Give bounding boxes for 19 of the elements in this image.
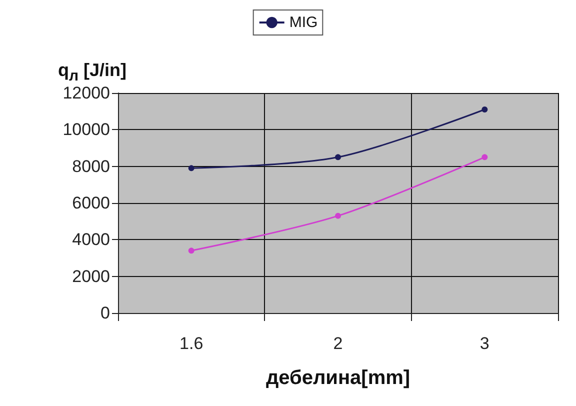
y-axis-title: q$_{л}$ [J/in] <box>58 60 127 85</box>
point <box>482 154 488 160</box>
y-tick-label: 8000 <box>72 156 110 176</box>
point <box>188 248 194 254</box>
y-tick-label: 12000 <box>62 84 110 102</box>
y-tick-label: 4000 <box>72 230 110 250</box>
y-tick-label: 10000 <box>62 120 110 140</box>
x-axis-title: дебелина[mm] <box>266 367 410 389</box>
point <box>482 106 488 112</box>
x-tick-label: 1.6 <box>180 334 204 353</box>
point <box>335 212 341 219</box>
point <box>188 165 194 172</box>
y-tick-label: 0 <box>100 304 110 322</box>
y-tick-label: 2000 <box>72 266 110 286</box>
legend-label: MIG <box>289 14 318 31</box>
point <box>335 154 341 160</box>
x-tick-label: 2 <box>333 334 343 353</box>
y-tick-label: 6000 <box>72 194 110 212</box>
x-tick-label: 3 <box>480 334 490 353</box>
